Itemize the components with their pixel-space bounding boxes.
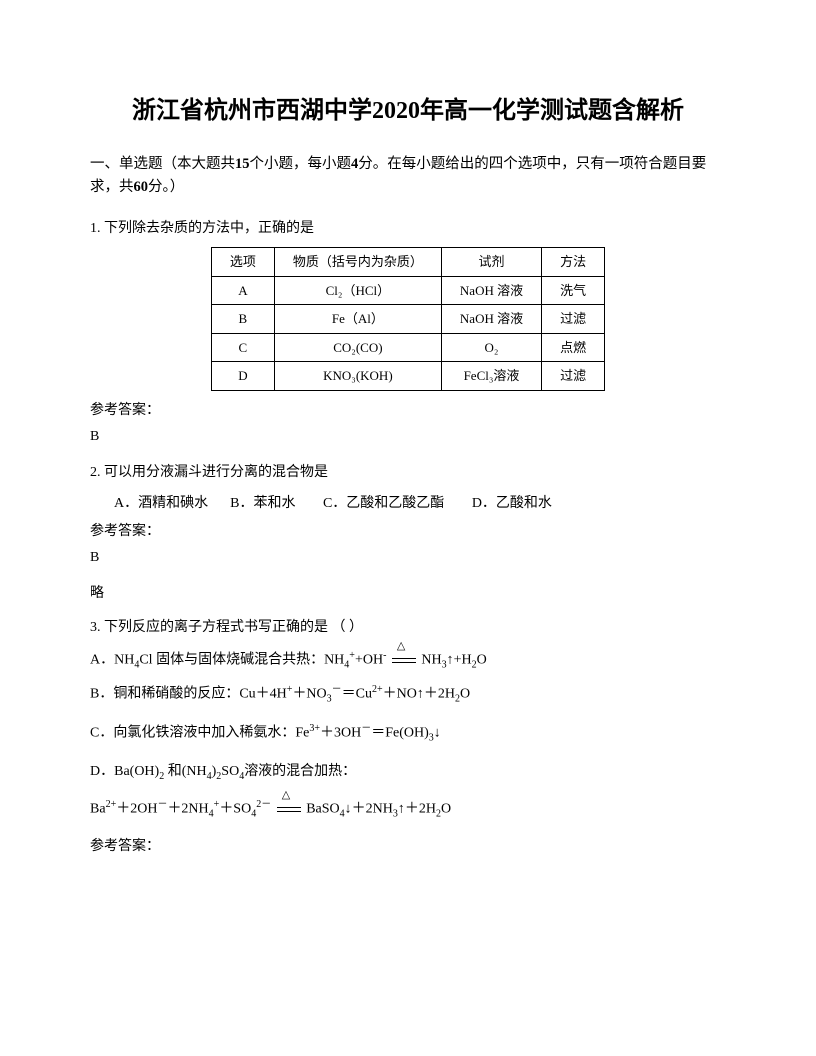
q1-answer: B [90,429,726,445]
q1-table: 选项 物质（括号内为杂质） 试剂 方法 A Cl₂（HCl） NaOH 溶液 洗… [211,247,605,391]
th-substance: 物质（括号内为杂质） [274,248,441,277]
q3-stem: 3. 下列反应的离子方程式书写正确的是 （ ） [90,616,726,640]
doc-title: 浙江省杭州市西湖中学2020年高一化学测试题含解析 [90,90,726,125]
title-prefix: 浙江省杭州市西湖中学 [132,98,372,124]
cell: 点燃 [542,333,605,362]
q3-optC: C．向氯化铁溶液中加入稀氨水：Fe3+＋3OH－＝Fe(OH)3↓ [90,719,726,748]
cell: O₂ [441,333,541,362]
th-reagent: 试剂 [441,248,541,277]
heat-equals-icon: △ [390,647,418,675]
cell: Fe（Al） [274,305,441,334]
title-year: 2020 [372,98,420,124]
cell: 过滤 [542,362,605,391]
sec1-n3: 60 [134,179,149,195]
q2-answer: B [90,550,726,566]
table-row: D KNO₃(KOH) FeCl₃溶液 过滤 [211,362,604,391]
table-row: C CO₂(CO) O₂ 点燃 [211,333,604,362]
answer-label: 参考答案： [90,399,726,419]
q1-stem: 1. 下列除去杂质的方法中，正确的是 [90,217,726,241]
q3-optD-line1: D．Ba(OH)2 和(NH4)2SO4溶液的混合加热： [90,758,726,787]
q2-note: 略 [90,582,726,606]
cell: D [211,362,274,391]
sec1-d: 分。） [148,179,184,195]
table-row: A Cl₂（HCl） NaOH 溶液 洗气 [211,276,604,305]
answer-label: 参考答案： [90,835,726,855]
page: 浙江省杭州市西湖中学2020年高一化学测试题含解析 一、单选题（本大题共15个小… [0,0,816,1056]
cell: NaOH 溶液 [441,305,541,334]
q2-optC: C．乙酸和乙酸乙酯 [323,496,444,511]
th-option: 选项 [211,248,274,277]
sec1-a: 一、单选题（本大题共 [90,156,235,172]
q2-options: A．酒精和碘水 B．苯和水 C．乙酸和乙酸乙酯 D．乙酸和水 [114,492,726,512]
cell: 过滤 [542,305,605,334]
q3-optA: A．NH4Cl 固体与固体烧碱混合共热：NH4++OH- △ NH3↑+H2O [90,646,726,675]
cell: Cl₂（HCl） [274,276,441,305]
q2-optD: D．乙酸和水 [472,496,552,511]
cell: 洗气 [542,276,605,305]
answer-label: 参考答案： [90,520,726,540]
cell: B [211,305,274,334]
cell: FeCl₃溶液 [441,362,541,391]
cell: KNO₃(KOH) [274,362,441,391]
q3-optB: B．铜和稀硝酸的反应：Cu＋4H+＋NO3－＝Cu2+＋NO↑＋2H2O [90,680,726,709]
q2-optB: B．苯和水 [230,496,295,511]
heat-equals-icon: △ [275,796,303,824]
title-suffix: 年高一化学测试题含解析 [420,98,684,124]
table-row: 选项 物质（括号内为杂质） 试剂 方法 [211,248,604,277]
th-method: 方法 [542,248,605,277]
cell: CO₂(CO) [274,333,441,362]
q2-optA: A．酒精和碘水 [114,496,208,511]
cell: NaOH 溶液 [441,276,541,305]
section-1-heading: 一、单选题（本大题共15个小题，每小题4分。在每小题给出的四个选项中，只有一项符… [90,153,726,199]
q3-optD-line2: Ba2+＋2OH－＋2NH4+＋SO42－ △ BaSO4↓＋2NH3↑＋2H2… [90,795,726,824]
cell: A [211,276,274,305]
sec1-b: 个小题，每小题 [250,156,352,172]
table-row: B Fe（Al） NaOH 溶液 过滤 [211,305,604,334]
cell: C [211,333,274,362]
q2-stem: 2. 可以用分液漏斗进行分离的混合物是 [90,461,726,485]
sec1-n1: 15 [235,156,250,172]
